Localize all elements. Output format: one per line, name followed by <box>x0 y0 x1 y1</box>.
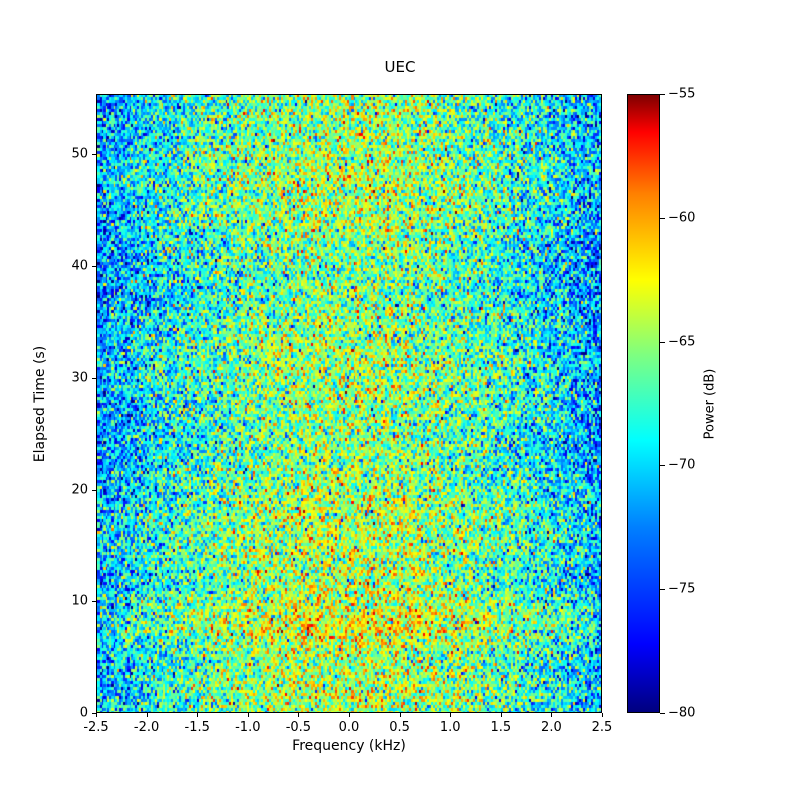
colorbar-tick-mark <box>660 589 665 591</box>
colorbar-tick-mark <box>660 713 665 714</box>
colorbar-tick-mark <box>660 341 665 343</box>
x-tick-mark <box>247 713 249 717</box>
y-tick-label: 30 <box>71 370 88 386</box>
colorbar-tick-mark <box>660 465 665 467</box>
colorbar-tick-mark <box>660 217 665 219</box>
x-tick-mark <box>500 713 502 717</box>
colorbar-tick-label: −60 <box>668 210 696 226</box>
y-tick-mark <box>92 601 96 603</box>
y-tick-label: 50 <box>71 146 88 162</box>
x-tick-label: 2.0 <box>541 720 562 735</box>
x-tick-mark <box>349 713 350 717</box>
x-axis-label: Frequency (kHz) <box>292 738 406 754</box>
colorbar-tick-label: −80 <box>668 705 696 721</box>
title-station: UEC <box>384 58 416 76</box>
x-tick-label: 2.5 <box>591 720 613 735</box>
x-tick-label: -1.0 <box>235 720 261 735</box>
x-tick-mark <box>399 713 401 717</box>
colorbar-tick-label: −55 <box>668 86 696 102</box>
x-tick-label: -2.5 <box>83 720 109 735</box>
y-tick-mark <box>92 266 96 268</box>
colorbar <box>627 94 660 713</box>
y-tick-mark <box>92 489 96 491</box>
y-tick-mark <box>92 713 96 714</box>
x-tick-label: -0.5 <box>285 720 312 735</box>
x-tick-label: 0.0 <box>338 720 360 735</box>
y-tick-label: 40 <box>71 258 88 274</box>
y-tick-mark <box>92 154 96 156</box>
colorbar-tick-label: −70 <box>668 457 696 473</box>
y-tick-label: 10 <box>71 593 88 609</box>
colorbar-tick-label: −65 <box>668 334 696 350</box>
y-axis-label: Elapsed Time (s) <box>32 345 48 463</box>
x-tick-mark <box>96 713 97 717</box>
colorbar-tick-mark <box>660 94 665 95</box>
colorbar-tick-layer: −80 −75 −70 −65 −60 −55 <box>627 87 747 721</box>
x-tick-mark <box>197 713 199 717</box>
x-tick-label: 0.5 <box>389 720 410 735</box>
colorbar-label: Power (dB) <box>702 368 718 440</box>
x-tick-mark <box>146 713 148 717</box>
colorbar-tick-label: −75 <box>668 581 696 597</box>
x-tick-mark <box>602 713 603 717</box>
x-tick-mark <box>450 713 452 717</box>
spectrogram-plot-area <box>96 94 602 713</box>
x-tick-label: 1.5 <box>490 720 512 735</box>
x-tick-label: -2.0 <box>133 720 160 735</box>
x-tick-label: -1.5 <box>184 720 210 735</box>
y-tick-mark <box>92 377 96 379</box>
y-tick-label: 20 <box>71 482 88 498</box>
y-tick-label: 0 <box>79 705 88 721</box>
x-tick-label: 1.0 <box>439 720 461 735</box>
x-tick-mark <box>551 713 553 717</box>
spectrogram-image <box>97 95 601 712</box>
x-tick-mark <box>298 713 300 717</box>
